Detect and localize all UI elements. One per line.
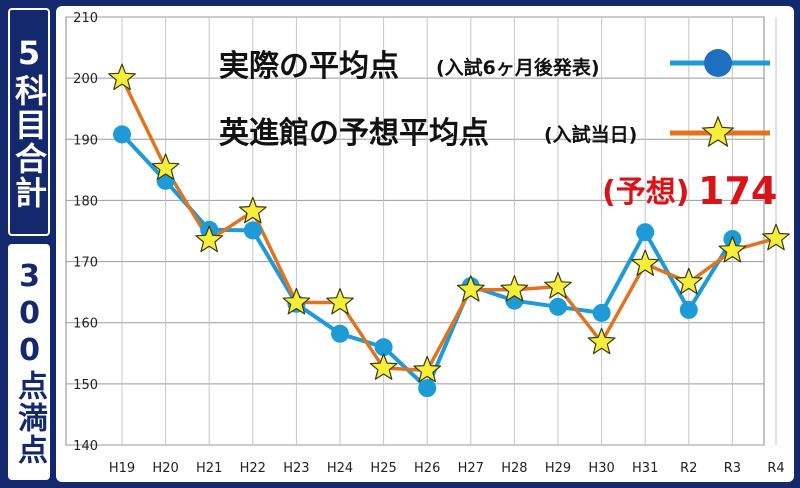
y-tick-label: 140	[73, 439, 98, 454]
actual-point	[679, 300, 698, 319]
actual-point	[113, 125, 131, 144]
x-tick-label: H29	[545, 461, 571, 476]
forecast-point	[718, 236, 747, 263]
forecast-point	[500, 275, 529, 302]
forecast-point	[413, 355, 442, 383]
actual-point	[374, 338, 393, 357]
series-forecast-line	[120, 77, 777, 373]
actual-point	[331, 324, 349, 343]
actual-point	[592, 303, 611, 322]
legend-forecast-sublabel: (入試当日)	[544, 123, 637, 146]
forecast-annotation-value: 174	[698, 169, 777, 213]
legend-actual-sublabel: (入試6ヶ月後発表)	[436, 56, 600, 79]
forecast-point	[282, 287, 311, 315]
plot-border	[65, 16, 765, 446]
x-tick-label: H22	[240, 461, 266, 476]
actual-point	[243, 221, 262, 240]
x-tick-label: H21	[196, 461, 222, 476]
x-tick-label: H26	[414, 461, 440, 476]
forecast-point	[195, 225, 224, 253]
forecast-annotation-prefix: (予想)	[602, 175, 689, 210]
actual-point	[418, 379, 437, 398]
x-tick-label: H27	[458, 461, 484, 476]
forecast-point	[544, 272, 572, 299]
line-chart: 140 150 160 170 180 190 200 210 H19 H20 H21 H22 H23…	[65, 11, 790, 476]
x-tick-label: R4	[767, 461, 784, 476]
x-tick-label: H30	[588, 461, 614, 476]
forecast-point	[674, 267, 703, 295]
legend-forecast-label: 英進館の予想平均点	[219, 116, 489, 151]
x-tick-label: R3	[724, 461, 741, 476]
x-tick-label: H24	[327, 461, 353, 476]
series	[108, 63, 790, 398]
y-tick-label: 190	[73, 133, 98, 148]
legend-forecast-marker	[701, 115, 735, 148]
forecast-point	[369, 353, 398, 380]
legend: 実際の平均点 (入試6ヶ月後発表) 英進館の予想平均点 (入試当日)	[219, 49, 770, 151]
plot-panel: 140 150 160 170 180 190 200 210 H19 H20 H21 H22 H23…	[56, 6, 794, 482]
y-tick-label: 170	[73, 256, 98, 271]
x-tick-label: H20	[152, 461, 178, 476]
forecast-point	[326, 287, 354, 315]
y-axis-ticks: 140 150 160 170 180 190 200 210	[73, 11, 98, 454]
x-tick-label: H28	[501, 461, 527, 476]
actual-point	[636, 223, 655, 242]
actual-point	[549, 297, 567, 316]
x-tick-label: H25	[370, 461, 396, 476]
forecast-point	[456, 275, 485, 302]
x-tick-label: H23	[283, 461, 309, 476]
y-tick-label: 200	[73, 72, 98, 87]
side-label-subjects-text: 5科目合計	[10, 34, 48, 210]
forecast-point	[151, 153, 180, 180]
forecast-point	[238, 196, 267, 224]
legend-actual-label: 実際の平均点	[219, 49, 399, 84]
x-tick-label: R2	[680, 461, 697, 476]
legend-actual-marker	[704, 49, 732, 77]
x-tick-label: H19	[109, 461, 135, 476]
x-tick-label: H31	[632, 461, 658, 476]
side-label-max-score-text: 300点満点	[12, 258, 47, 466]
y-tick-label: 160	[73, 317, 98, 332]
forecast-point	[762, 223, 790, 251]
forecast-point	[108, 63, 136, 91]
y-tick-label: 210	[73, 11, 98, 26]
y-tick-label: 150	[73, 378, 98, 393]
forecast-point	[631, 249, 660, 276]
y-tick-label: 180	[73, 194, 98, 209]
x-axis-ticks: H19 H20 H21 H22 H23 H24 H25 H26 H27 H28 H29 H30 H31 R…	[109, 461, 785, 476]
forecast-point	[587, 327, 616, 355]
side-label-max-score: 300点満点	[8, 244, 50, 480]
side-label-subjects: 5科目合計	[8, 8, 50, 236]
